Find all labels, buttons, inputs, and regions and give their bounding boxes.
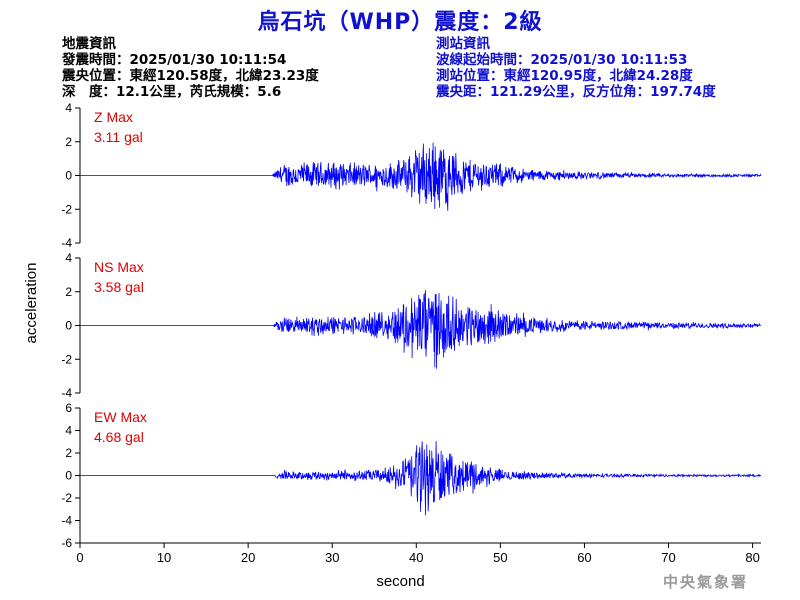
- ew-y-tick-label: -4: [61, 514, 72, 528]
- station-location: 測站位置：東經120.95度，北緯24.28度: [436, 68, 693, 84]
- ew-trace: [80, 441, 762, 516]
- origin-time: 發震時間：2025/01/30 10:11:54: [62, 52, 287, 68]
- x-tick-label: 70: [661, 550, 675, 565]
- distance-azimuth: 震央距：121.29公里，反方位角：197.74度: [436, 84, 716, 100]
- x-tick-label: 10: [157, 550, 171, 565]
- ew-y-tick-label: -2: [61, 491, 72, 505]
- ns-max-value: 3.58 gal: [94, 279, 144, 295]
- chart-title: 烏石坑（WHP）震度：2級: [257, 10, 543, 35]
- z-max-value: 3.11 gal: [94, 129, 143, 145]
- x-tick-label: 30: [325, 550, 339, 565]
- ns-y-tick-label: -4: [61, 386, 72, 400]
- ew-y-tick-label: 2: [65, 446, 72, 460]
- z-y-tick-label: 0: [65, 169, 72, 183]
- z-y-tick-label: -2: [61, 202, 72, 216]
- x-tick-label: 20: [241, 550, 255, 565]
- ew-y-tick-label: 0: [65, 469, 72, 483]
- ns-y-tick-label: 2: [65, 285, 72, 299]
- x-tick-label: 0: [76, 550, 83, 565]
- y-axis-label: acceleration: [23, 263, 40, 344]
- ns-y-tick-label: 4: [65, 251, 72, 265]
- x-axis-label: second: [376, 573, 424, 590]
- z-y-tick-label: -4: [61, 236, 72, 250]
- ew-max-value: 4.68 gal: [94, 429, 144, 445]
- ns-max-label: NS Max: [94, 259, 144, 275]
- z-y-tick-label: 2: [65, 135, 72, 149]
- x-tick-label: 40: [409, 550, 423, 565]
- z-y-tick-label: 4: [65, 101, 72, 115]
- x-tick-label: 60: [577, 550, 591, 565]
- event-info: 地震資訊 發震時間：2025/01/30 10:11:54 震央位置：東經120…: [62, 36, 319, 100]
- epicenter: 震央位置：東經120.58度，北緯23.23度: [62, 68, 319, 84]
- wave-onset-time: 波線起始時間：2025/01/30 10:11:53: [436, 52, 688, 68]
- ns-trace: [80, 290, 762, 369]
- station-info-heading: 測站資訊: [436, 36, 490, 52]
- ns-y-tick-label: -2: [61, 352, 72, 366]
- x-tick-label: 80: [745, 550, 759, 565]
- z-max-label: Z Max: [94, 109, 133, 125]
- x-tick-label: 50: [493, 550, 507, 565]
- station-info: 測站資訊 波線起始時間：2025/01/30 10:11:53 測站位置：東經1…: [436, 36, 716, 100]
- depth-magnitude: 深 度：12.1公里，芮氏規模：5.6: [62, 84, 282, 100]
- ew-y-tick-label: 4: [65, 424, 72, 438]
- ew-y-tick-label: 6: [65, 401, 72, 415]
- event-info-heading: 地震資訊: [62, 36, 116, 52]
- agency-watermark: 中央氣象署: [662, 573, 748, 591]
- ns-y-tick-label: 0: [65, 319, 72, 333]
- ew-max-label: EW Max: [94, 409, 147, 425]
- z-trace: [80, 142, 762, 211]
- ew-y-tick-label: -6: [61, 536, 72, 550]
